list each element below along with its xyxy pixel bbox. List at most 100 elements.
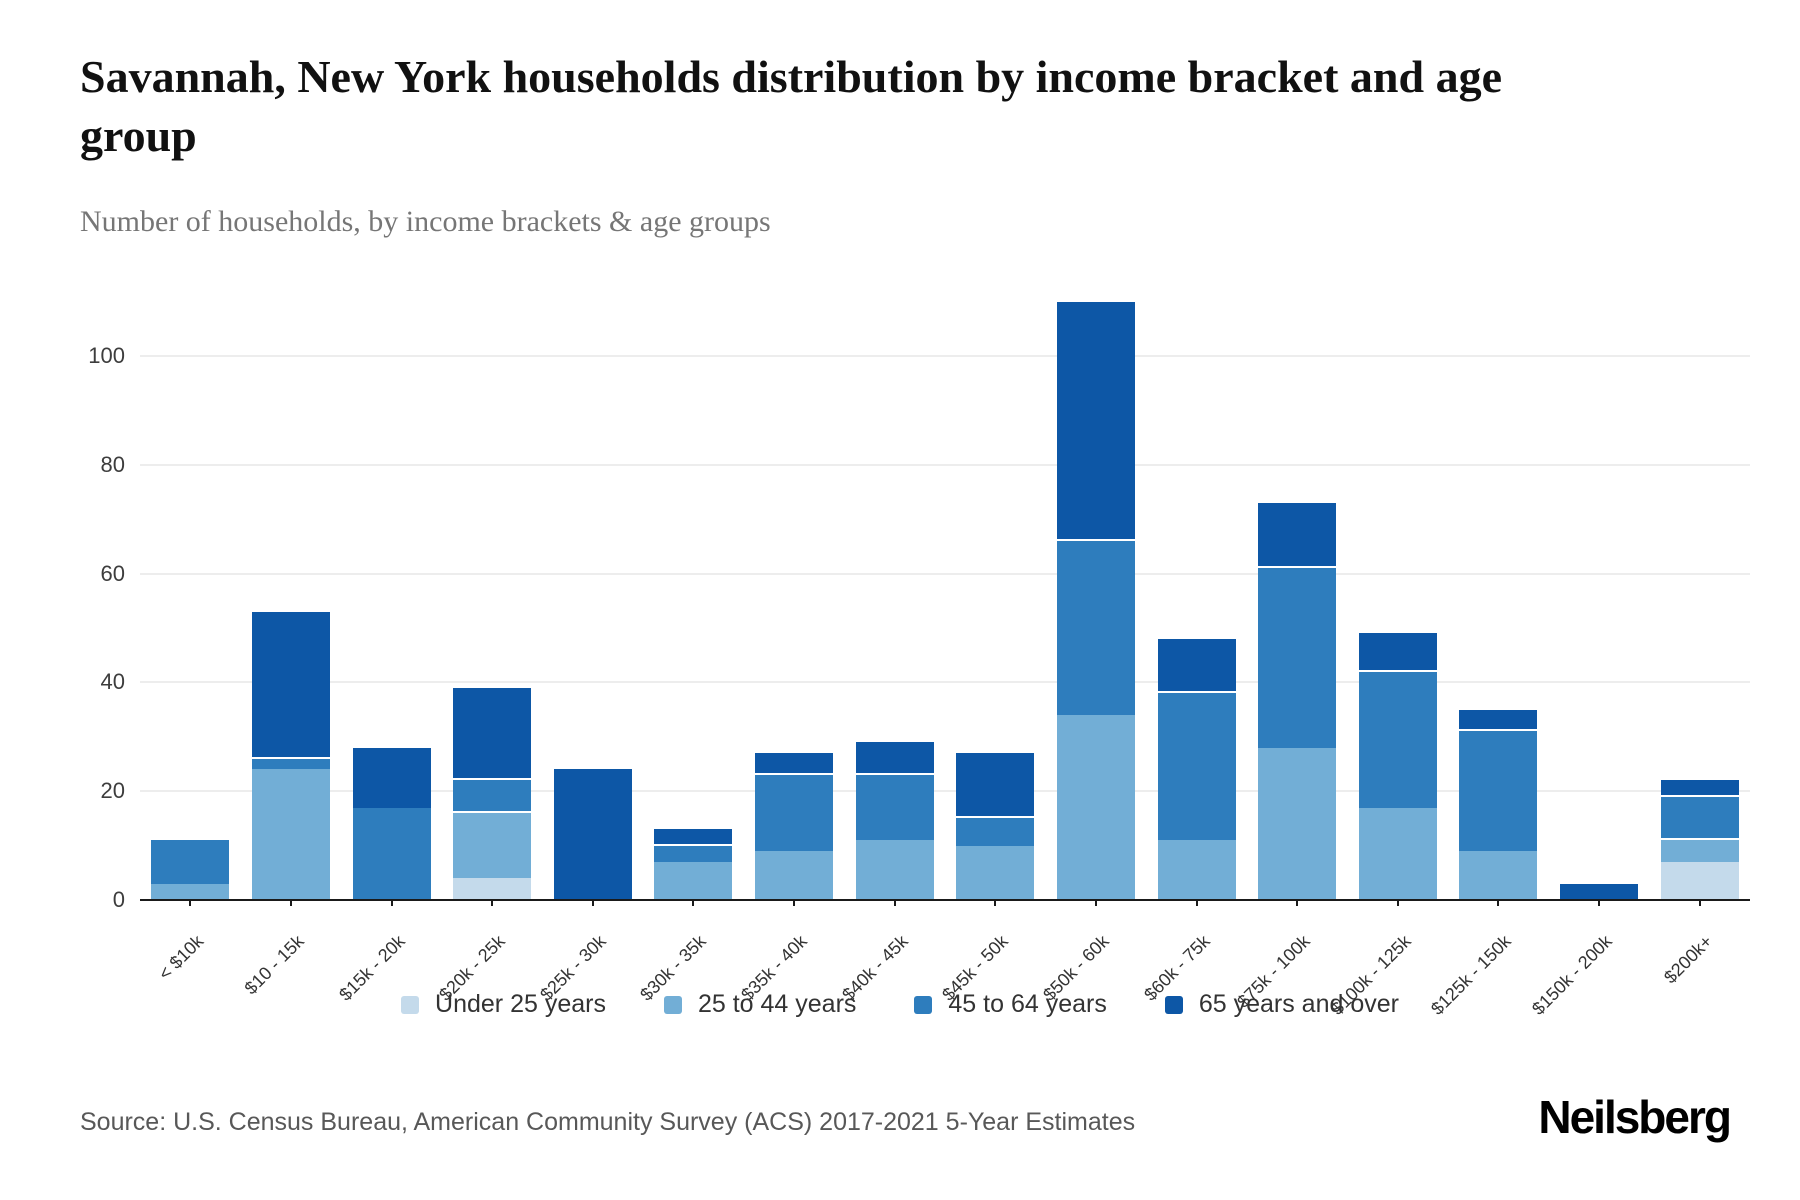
x-axis-tick [1598,900,1601,906]
bar-segment[interactable] [1358,807,1437,900]
bar-segment[interactable] [654,829,733,846]
x-axis-label: $200k+ [1660,931,1717,988]
bar-segment[interactable] [654,861,733,900]
bar-segment[interactable] [956,753,1035,819]
bar-segment[interactable] [1459,731,1538,852]
bar-$40k - 45k[interactable] [855,742,934,900]
bar-segment[interactable] [755,753,834,775]
bar-segment[interactable] [251,769,330,900]
bar-segment[interactable] [1157,840,1236,900]
bar-segment[interactable] [553,769,632,900]
bar-segment[interactable] [956,818,1035,846]
x-axis-tick [289,900,292,906]
bar-segment[interactable] [1560,883,1639,900]
gridline [140,572,1750,575]
x-axis-tick [390,900,393,906]
bar-segment[interactable] [1358,633,1437,672]
legend-swatch [401,995,420,1014]
bar-segment[interactable] [1660,861,1739,900]
x-axis-tick [692,900,695,906]
bar-segment[interactable] [1660,796,1739,841]
legend-item-Under 25 years[interactable]: Under 25 years [401,990,606,1019]
x-axis-tick [1396,900,1399,906]
x-axis-tick [1698,900,1701,906]
x-axis-tick [1296,900,1299,906]
gridline [140,790,1750,793]
bar-$200k+[interactable] [1660,780,1739,900]
bar-$100k - 125k[interactable] [1358,633,1437,900]
bar-segment[interactable] [1459,851,1538,900]
bar-segment[interactable] [855,742,934,775]
gridline [140,463,1750,466]
chart-subtitle: Number of households, by income brackets… [80,205,771,238]
bar-$35k - 40k[interactable] [755,753,834,900]
bar-segment[interactable] [855,774,934,841]
bar-$20k - 25k[interactable] [453,687,532,900]
bar-segment[interactable] [755,774,834,852]
x-axis-tick [591,900,594,906]
legend-label: Under 25 years [435,990,606,1018]
bar-segment[interactable] [1157,693,1236,841]
bar-segment[interactable] [1358,671,1437,808]
bar-segment[interactable] [1056,715,1135,900]
x-axis-tick [1195,900,1198,906]
bar-segment[interactable] [151,883,230,900]
gridline [140,355,1750,357]
legend-item-45 to 64 years[interactable]: 45 to 64 years [914,990,1107,1019]
bar-segment[interactable] [453,878,532,900]
bar-segment[interactable] [1157,638,1236,694]
bar-$45k - 50k[interactable] [956,753,1035,900]
bar-$25k - 30k[interactable] [553,769,632,900]
y-axis-tick-label: 40 [100,669,125,695]
x-axis-label: < $10k [154,931,208,984]
bar-$60k - 75k[interactable] [1157,638,1236,900]
y-axis-tick-label: 80 [100,451,125,477]
legend-item-25 to 44 years[interactable]: 25 to 44 years [663,990,857,1019]
x-axis-tick [491,900,494,906]
chart-title: Savannah, New York households distributi… [80,51,1502,161]
bar-segment[interactable] [352,747,431,808]
bar-$10 - 15k[interactable] [251,611,330,900]
bar-segment[interactable] [1056,301,1135,541]
bar-segment[interactable] [956,845,1035,900]
bar-segment[interactable] [453,780,532,813]
legend-swatch [1164,995,1183,1014]
bar-segment[interactable] [1459,709,1538,732]
bar-< $10k[interactable] [151,840,230,900]
gridline [140,681,1750,684]
bar-segment[interactable] [1056,540,1135,716]
bar-segment[interactable] [654,845,733,862]
bar-segment[interactable] [1258,568,1337,748]
legend-swatch [663,995,682,1014]
legend-item-65 years and over[interactable]: 65 years and over [1164,990,1399,1019]
bar-segment[interactable] [1660,780,1739,797]
x-axis-tick [994,900,997,906]
legend-swatch [914,995,933,1014]
x-axis-tick [793,900,796,906]
bar-segment[interactable] [352,807,431,900]
bar-$125k - 150k[interactable] [1459,709,1538,900]
bar-segment[interactable] [251,758,330,770]
bar-segment[interactable] [453,687,532,781]
bar-segment[interactable] [151,840,230,884]
y-axis-tick-label: 100 [88,343,125,368]
x-axis-tick [893,900,896,906]
legend: Under 25 years 25 to 44 years 45 to 64 yea… [0,990,1800,1019]
bar-segment[interactable] [1258,502,1337,569]
bar-$75k - 100k[interactable] [1258,502,1337,900]
y-axis-tick-label: 20 [100,778,125,804]
legend-label: 25 to 44 years [697,990,857,1018]
bar-segment[interactable] [1660,840,1739,862]
brand-logo: Neilsberg [1538,1091,1732,1143]
bar-$30k - 35k[interactable] [654,829,733,900]
bar-segment[interactable] [453,812,532,879]
bar-$150k - 200k[interactable] [1560,883,1639,900]
bar-segment[interactable] [251,611,330,759]
bar-segment[interactable] [1258,747,1337,900]
bar-$15k - 20k[interactable] [352,747,431,900]
x-axis-line [140,899,1750,901]
bar-segment[interactable] [855,840,934,900]
source-text: Source: U.S. Census Bureau, American Com… [80,1108,1136,1136]
bar-$50k - 60k[interactable] [1056,301,1135,900]
bar-segment[interactable] [755,851,834,900]
